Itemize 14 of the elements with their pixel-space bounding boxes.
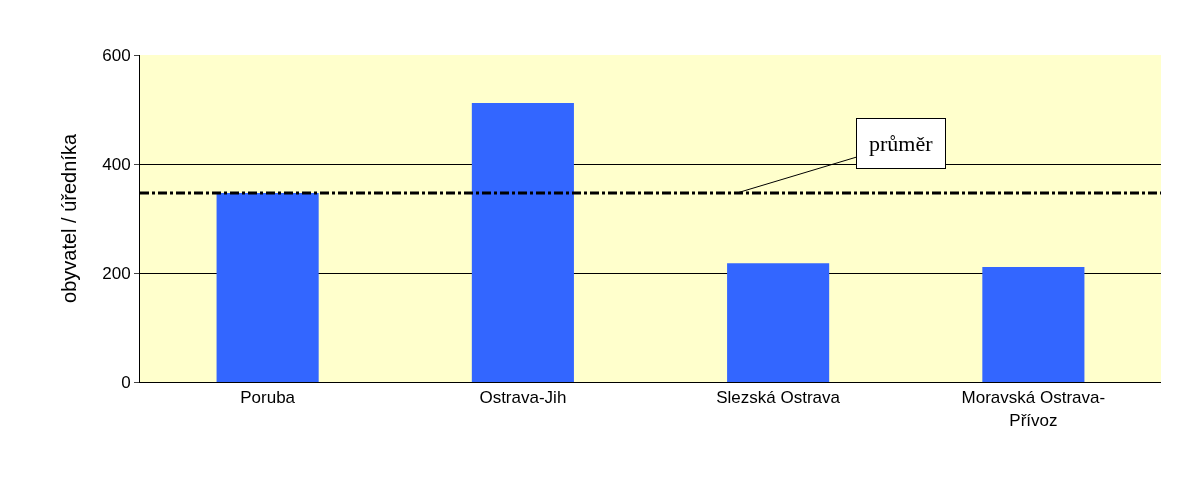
x-tick-label: Slezská Ostrava	[716, 388, 841, 408]
y-tick-label: 0	[121, 372, 131, 392]
bar	[471, 102, 574, 382]
bar	[216, 192, 319, 382]
y-tick-label: 600	[102, 45, 131, 65]
ref-line-label: průměr	[869, 131, 934, 156]
x-tick-label: Poruba	[240, 388, 296, 408]
y-axis-title: obyvatel / úředníka	[57, 133, 80, 303]
bar	[982, 267, 1085, 382]
y-tick-label: 400	[102, 154, 131, 174]
x-tick-label: Ostrava-Jih	[479, 388, 567, 408]
bar	[727, 263, 830, 382]
x-tick-label: Moravská Ostrava-Přívoz	[961, 388, 1106, 430]
y-tick-label: 200	[102, 263, 131, 283]
